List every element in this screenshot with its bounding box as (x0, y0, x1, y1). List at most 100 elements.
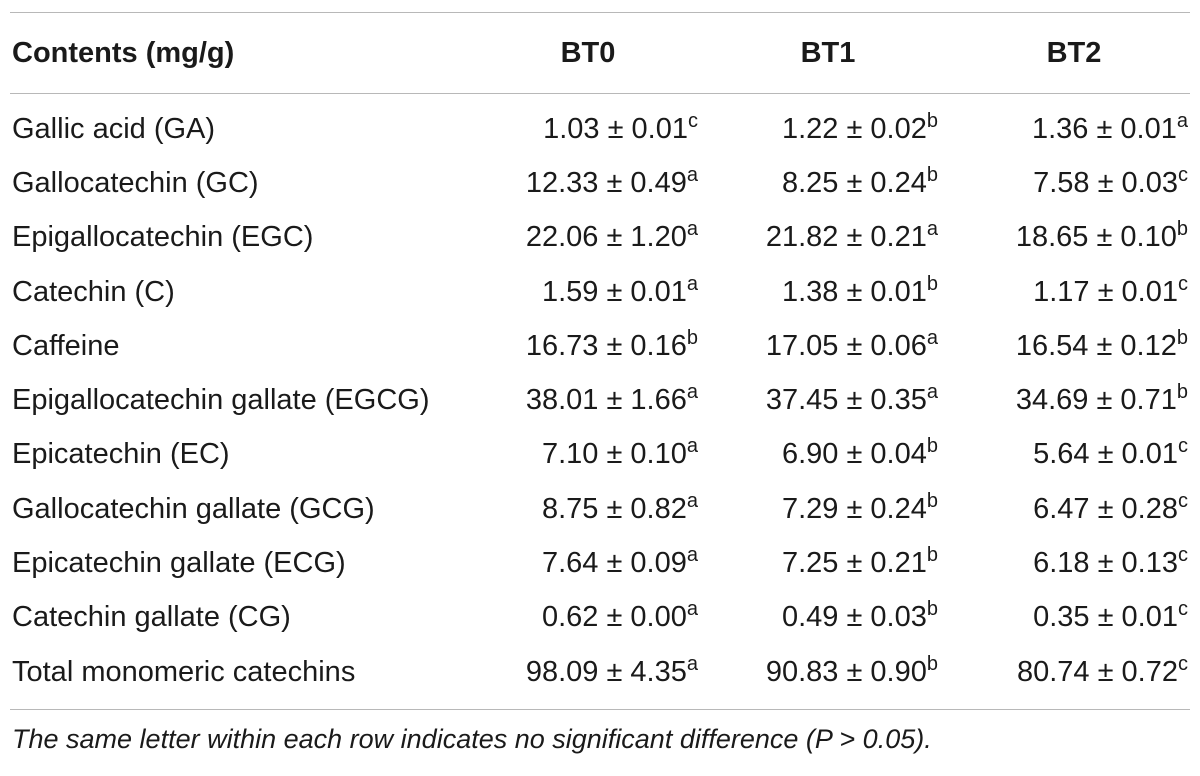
cell-value: 16.54 ± 0.12 (1015, 329, 1177, 362)
significance-letter: a (686, 652, 698, 675)
cell-value: 16.73 ± 0.16 (525, 329, 687, 362)
cell-bt1: 17.05 ± 0.06a (708, 319, 948, 373)
row-label: Catechin (C) (12, 275, 175, 308)
cell-value: 1.59 ± 0.01 (541, 275, 687, 308)
table-row: Caffeine 16.73 ± 0.16b 17.05 ± 0.06a 16.54 … (0, 319, 1200, 373)
significance-letter: b (1176, 381, 1188, 404)
header-row: Contents (mg/g) BT0 BT1 BT2 (0, 13, 1200, 93)
cell-value: 7.10 ± 0.10 (541, 438, 687, 471)
header-bt0: BT0 (560, 36, 616, 69)
bottom-rule (10, 709, 1190, 711)
significance-letter: a (926, 381, 938, 404)
cell-value: 98.09 ± 4.35 (525, 655, 687, 688)
row-label: Total monomeric catechins (12, 655, 356, 688)
cell-bt0: 98.09 ± 4.35a (468, 645, 708, 699)
cell-bt0: 1.03 ± 0.01c (468, 102, 708, 156)
cell-bt2: 0.35 ± 0.01c (948, 591, 1200, 645)
cell-value: 37.45 ± 0.35 (765, 384, 927, 417)
table-row: Epicatechin (EC) 7.10 ± 0.10a 6.90 ± 0.04b… (0, 428, 1200, 482)
table-row: Epigallocatechin (EGC) 22.06 ± 1.20a 21.82… (0, 211, 1200, 265)
row-label: Gallocatechin gallate (GCG) (12, 492, 375, 525)
catechin-contents-body: Gallic acid (GA) 1.03 ± 0.01c 1.22 ± 0.02b… (0, 102, 1200, 699)
cell-bt1: 1.22 ± 0.02b (708, 102, 948, 156)
significance-letter: c (1178, 163, 1188, 186)
table-header: Contents (mg/g) BT0 BT1 BT2 (0, 13, 1200, 93)
cell-value: 1.03 ± 0.01 (543, 112, 688, 145)
header-contents: Contents (mg/g) (12, 36, 235, 69)
cell-value: 7.64 ± 0.09 (541, 547, 687, 580)
cell-bt1: 0.49 ± 0.03b (708, 591, 948, 645)
significance-letter: b (1176, 218, 1188, 241)
cell-bt0: 16.73 ± 0.16b (468, 319, 708, 373)
cell-bt0: 8.75 ± 0.82a (468, 482, 708, 536)
table-row: Gallic acid (GA) 1.03 ± 0.01c 1.22 ± 0.02b… (0, 102, 1200, 156)
cell-value: 1.38 ± 0.01 (781, 275, 927, 308)
cell-value: 6.18 ± 0.13 (1033, 547, 1178, 580)
significance-letter: b (1176, 326, 1188, 349)
cell-bt1: 1.38 ± 0.01b (708, 265, 948, 319)
cell-bt0: 7.10 ± 0.10a (468, 428, 708, 482)
significance-letter: b (926, 489, 938, 512)
significance-letter: b (926, 598, 938, 621)
cell-value: 1.17 ± 0.01 (1033, 275, 1178, 308)
table-row: Total monomeric catechins 98.09 ± 4.35a 90… (0, 645, 1200, 699)
cell-value: 8.75 ± 0.82 (541, 492, 687, 525)
significance-letter: b (926, 544, 938, 567)
cell-value: 80.74 ± 0.72 (1016, 655, 1178, 688)
cell-bt1: 8.25 ± 0.24b (708, 156, 948, 210)
cell-value: 21.82 ± 0.21 (765, 221, 927, 254)
row-label: Catechin gallate (CG) (12, 601, 291, 634)
significance-letter: c (1178, 272, 1188, 295)
cell-value: 6.47 ± 0.28 (1033, 492, 1178, 525)
table-row: Gallocatechin gallate (GCG) 8.75 ± 0.82a 7… (0, 482, 1200, 536)
significance-letter: a (926, 326, 938, 349)
row-label: Epigallocatechin (EGC) (12, 221, 314, 254)
significance-letter: c (688, 109, 698, 132)
significance-letter: a (686, 489, 698, 512)
cell-value: 7.58 ± 0.03 (1033, 166, 1178, 199)
cell-bt1: 37.45 ± 0.35a (708, 373, 948, 427)
cell-bt2: 6.47 ± 0.28c (948, 482, 1200, 536)
significance-letter: c (1178, 598, 1188, 621)
cell-value: 18.65 ± 0.10 (1015, 221, 1177, 254)
significance-letter: c (1178, 652, 1188, 675)
top-rule (10, 12, 1190, 13)
cell-bt1: 7.25 ± 0.21b (708, 536, 948, 590)
catechin-contents-table: Contents (mg/g) BT0 BT1 BT2 (0, 13, 1200, 93)
row-label: Epicatechin (EC) (12, 438, 230, 471)
cell-bt1: 90.83 ± 0.90b (708, 645, 948, 699)
cell-bt2: 5.64 ± 0.01c (948, 428, 1200, 482)
significance-letter: b (926, 435, 938, 458)
significance-letter: b (686, 326, 698, 349)
table-row: Gallocatechin (GC) 12.33 ± 0.49a 8.25 ± 0.… (0, 156, 1200, 210)
significance-letter: c (1178, 544, 1188, 567)
cell-bt2: 80.74 ± 0.72c (948, 645, 1200, 699)
cell-value: 22.06 ± 1.20 (525, 221, 687, 254)
cell-bt2: 34.69 ± 0.71b (948, 373, 1200, 427)
cell-value: 1.22 ± 0.02 (781, 112, 927, 145)
cell-value: 7.25 ± 0.21 (781, 547, 927, 580)
header-bt2: BT2 (1046, 36, 1102, 69)
row-label: Caffeine (12, 329, 120, 362)
significance-letter: b (926, 272, 938, 295)
cell-bt2: 16.54 ± 0.12b (948, 319, 1200, 373)
significance-letter: c (1178, 435, 1188, 458)
cell-value: 1.36 ± 0.01 (1031, 112, 1177, 145)
cell-bt1: 21.82 ± 0.21a (708, 211, 948, 265)
cell-value: 8.25 ± 0.24 (781, 166, 927, 199)
significance-letter: b (926, 109, 938, 132)
row-label: Epigallocatechin gallate (EGCG) (12, 384, 430, 417)
significance-letter: c (1178, 489, 1188, 512)
cell-value: 34.69 ± 0.71 (1015, 384, 1177, 417)
cell-bt0: 22.06 ± 1.20a (468, 211, 708, 265)
significance-letter: a (926, 218, 938, 241)
table-body: Gallic acid (GA) 1.03 ± 0.01c 1.22 ± 0.02b… (0, 102, 1200, 699)
cell-value: 0.62 ± 0.00 (541, 601, 687, 634)
significance-letter: b (926, 652, 938, 675)
cell-value: 0.49 ± 0.03 (781, 601, 927, 634)
header-bt1: BT1 (800, 36, 856, 69)
cell-value: 6.90 ± 0.04 (781, 438, 927, 471)
row-label: Gallic acid (GA) (12, 112, 216, 145)
footnote: The same letter within each row indicate… (12, 724, 932, 755)
table-row: Catechin gallate (CG) 0.62 ± 0.00a 0.49 ± … (0, 591, 1200, 645)
